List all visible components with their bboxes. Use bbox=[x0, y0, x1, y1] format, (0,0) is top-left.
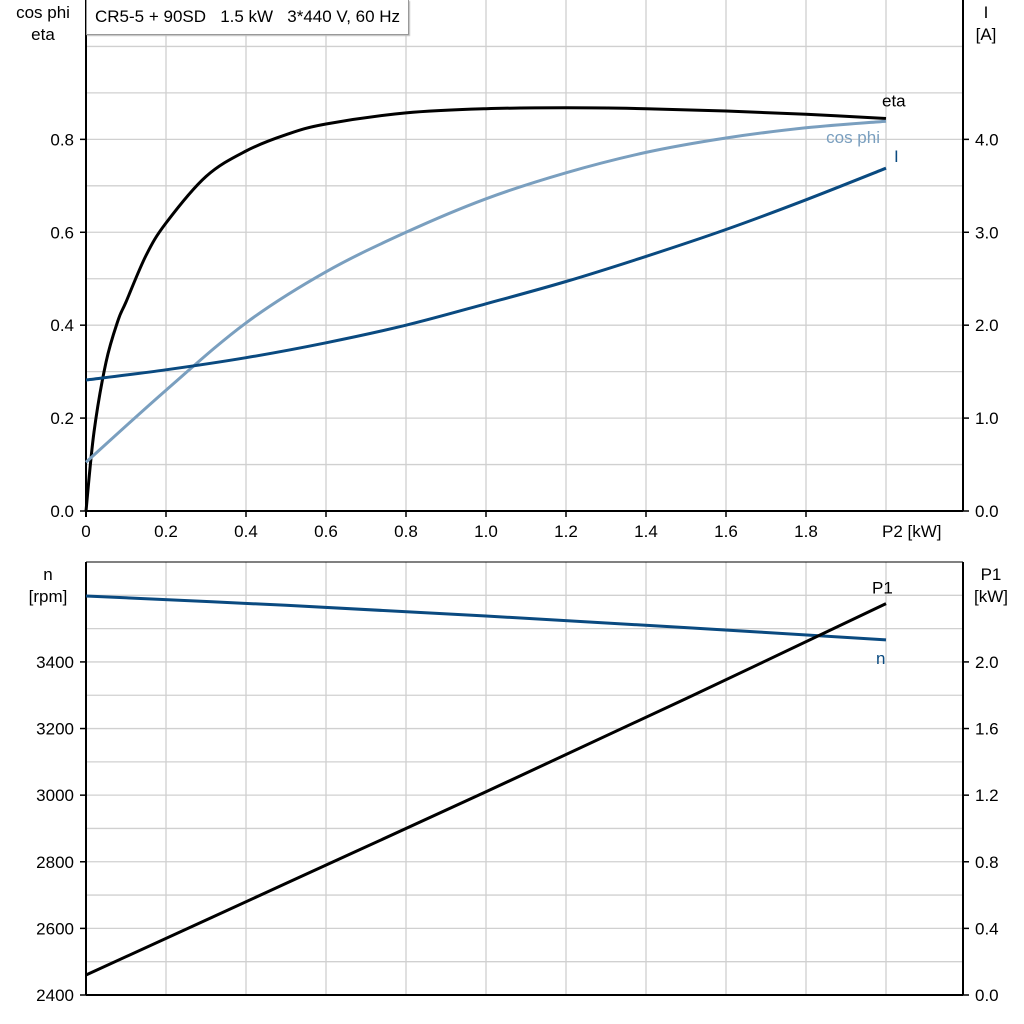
x-tick-label: 1.2 bbox=[554, 522, 578, 541]
eta-series-label: eta bbox=[882, 92, 906, 111]
y-tick-label-right: 1.2 bbox=[975, 786, 999, 805]
bottom-right-axis-label: P1 [kW] bbox=[966, 564, 1016, 608]
x-tick-label: 0.2 bbox=[154, 522, 178, 541]
x-tick-label: 1.8 bbox=[794, 522, 818, 541]
panel-2: 2400 2600 2800 3000 3200 3400 0.0 0.4 0.8 1.2 1.6 2… bbox=[36, 561, 999, 1005]
cos-phi-series-label: cos phi bbox=[826, 128, 880, 147]
y-tick-label-right: 4.0 bbox=[975, 130, 999, 149]
y-tick-label-right: 0.8 bbox=[975, 853, 999, 872]
y-tick-label-right: 2.0 bbox=[975, 653, 999, 672]
y-tick-label-left: 0.4 bbox=[50, 316, 74, 335]
speed-unit-label: [rpm] bbox=[28, 587, 68, 606]
x-tick-label: 0.8 bbox=[394, 522, 418, 541]
y-tick-label-left: 3200 bbox=[36, 720, 74, 739]
p1-axis-label: P1 bbox=[980, 565, 1002, 584]
bottom-left-axis-label: n [rpm] bbox=[18, 564, 78, 608]
y-tick-label-left: 0.8 bbox=[50, 130, 74, 149]
x-tick-label: 0.4 bbox=[234, 522, 258, 541]
y-tick-label-right: 1.6 bbox=[975, 720, 999, 739]
x-tick-label: 1.4 bbox=[634, 522, 658, 541]
i-curve bbox=[85, 166, 887, 382]
y-tick-label-left: 0.6 bbox=[50, 223, 74, 242]
cos-phi-curve bbox=[84, 119, 887, 464]
eta-axis-label: eta bbox=[31, 25, 55, 44]
y-tick-label-left: 2800 bbox=[36, 853, 74, 872]
y-tick-label-left: 3000 bbox=[36, 786, 74, 805]
eta-curve bbox=[84, 106, 887, 512]
chart-title: CR5-5 + 90SD 1.5 kW 3*440 V, 60 Hz bbox=[86, 0, 410, 35]
i-series-label: I bbox=[894, 147, 899, 166]
y-tick-label-left: 2400 bbox=[36, 986, 74, 1005]
p1-series-label: P1 bbox=[872, 579, 893, 598]
x-tick-label: 0.6 bbox=[314, 522, 338, 541]
y-tick-label-right: 0.4 bbox=[975, 919, 999, 938]
y-tick-label-right: 0.0 bbox=[975, 986, 999, 1005]
x-tick-label: 0 bbox=[81, 522, 90, 541]
x-tick-label: 1.6 bbox=[714, 522, 738, 541]
y-tick-label-left: 0.0 bbox=[50, 502, 74, 521]
n-series-label: n bbox=[876, 649, 885, 668]
y-tick-label-left: 0.2 bbox=[50, 409, 74, 428]
speed-axis-label: n bbox=[43, 565, 53, 584]
cos-phi-axis-label: cos phi bbox=[16, 3, 70, 22]
top-right-axis-label: I [A] bbox=[966, 2, 1006, 46]
p1-unit-label: [kW] bbox=[974, 587, 1008, 606]
x-tick-label: 1.0 bbox=[474, 522, 498, 541]
y-tick-label-left: 3400 bbox=[36, 653, 74, 672]
n-curve bbox=[85, 594, 887, 642]
panel-1: 0.0 0.2 0.4 0.6 0.8 0.0 1.0 2.0 3.0 4.0 0 0.2 0.4 0.6… bbox=[50, 0, 999, 541]
current-axis-label: I bbox=[983, 3, 989, 22]
y-tick-label-right: 2.0 bbox=[975, 316, 999, 335]
p1-curve bbox=[85, 602, 887, 977]
y-tick-label-right: 3.0 bbox=[975, 223, 999, 242]
current-unit-label: [A] bbox=[975, 25, 997, 44]
x-axis-label: P2 [kW] bbox=[882, 522, 942, 541]
y-tick-label-right: 1.0 bbox=[975, 409, 999, 428]
y-tick-label-left: 2600 bbox=[36, 919, 74, 938]
top-left-axis-label: cos phi eta bbox=[8, 2, 78, 46]
y-tick-label-right: 0.0 bbox=[975, 502, 999, 521]
